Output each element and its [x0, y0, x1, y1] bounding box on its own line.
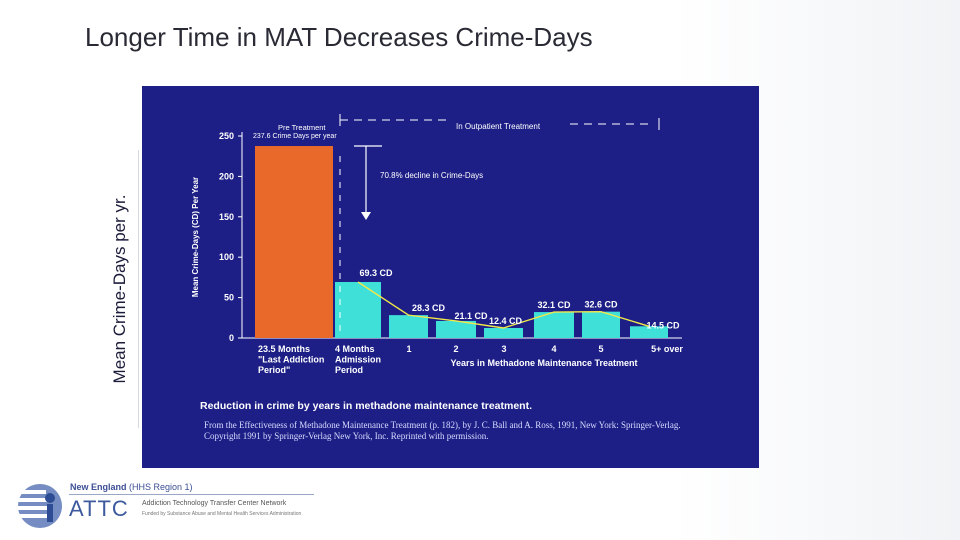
bar-2	[389, 315, 428, 338]
category-label-6: 5	[598, 344, 603, 354]
category-label-1: 4 Months Admission Period	[335, 344, 381, 375]
x-axis-title: Years in Methadone Maintenance Treatment	[450, 358, 637, 368]
bar-4	[484, 327, 523, 338]
category-label-4: 3	[501, 344, 506, 354]
bar-3	[436, 320, 476, 338]
chart-caption: Reduction in crime by years in methadone…	[200, 400, 532, 412]
chart-panel: 0 50 100 150 200 250 Mean Crime-Days (CD) Per …	[142, 86, 759, 468]
data-label-1: 69.3 CD	[359, 268, 393, 278]
data-label-2: 28.3 CD	[412, 303, 446, 313]
y-tick-label-50: 50	[224, 293, 234, 303]
y-tick-label-150: 150	[219, 212, 234, 222]
pre-treatment-value: 237.6 Crime Days per year	[253, 133, 337, 140]
data-label-3: 21.1 CD	[454, 311, 488, 321]
slide-title: Longer Time in MAT Decreases Crime-Days	[85, 22, 593, 52]
logo-region-name: New England	[70, 482, 127, 492]
chart-bars	[255, 146, 668, 338]
crime-days-chart: 0 50 100 150 200 250 Mean Crime-Days (CD) Per …	[191, 114, 683, 412]
decline-label: 70.8% decline in Crime-Days	[380, 171, 483, 180]
outpatient-label: In Outpatient Treatment	[456, 122, 541, 131]
side-axis-label: Mean Crime-Days per yr.	[102, 150, 139, 428]
bar-0	[255, 146, 333, 338]
bar-7	[630, 326, 668, 338]
decline-arrow-head	[361, 212, 371, 220]
source-line-1: From the Effectiveness of Methadone Main…	[204, 420, 681, 430]
logo-divider	[69, 494, 314, 495]
data-label-4: 12.4 CD	[489, 316, 523, 326]
logo-network: Addiction Technology Transfer Center Net…	[142, 500, 287, 507]
attc-globe-icon	[14, 484, 62, 528]
side-axis-label-text: Mean Crime-Days per yr.	[110, 194, 129, 384]
category-label-5: 4	[551, 344, 556, 354]
pre-treatment-title: Pre Treatment	[278, 123, 326, 132]
logo-region-sub: (HHS Region 1)	[129, 482, 193, 492]
logo-region: New England (HHS Region 1)	[70, 482, 193, 492]
source-line-2: Copyright 1991 by Springer-Verlag New Yo…	[204, 431, 489, 441]
data-label-5: 32.1 CD	[537, 300, 571, 310]
attc-logo: New England (HHS Region 1) ATTC Addictio…	[14, 478, 314, 534]
bar-1	[335, 282, 381, 338]
data-label-6: 32.6 CD	[584, 300, 618, 310]
logo-name: ATTC	[69, 496, 129, 521]
y-tick-label-250: 250	[219, 131, 234, 141]
y-axis-title: Mean Crime-Days (CD) Per Year	[191, 177, 200, 297]
trend-line	[357, 281, 650, 329]
category-label-0: 23.5 Months "Last Addiction Period"	[258, 344, 324, 375]
logo-funding: Funded by Substance Abuse and Mental Hea…	[142, 511, 302, 517]
category-label-7: 5+ over	[651, 344, 683, 354]
y-tick-label-200: 200	[219, 171, 234, 181]
category-label-3: 2	[453, 344, 458, 354]
y-tick-label-0: 0	[229, 333, 234, 343]
category-label-2: 1	[406, 344, 411, 354]
y-tick-label-100: 100	[219, 252, 234, 262]
data-label-7: 14.5 CD	[646, 320, 680, 330]
source-citation: From the Effectiveness of Methadone Main…	[204, 420, 744, 442]
